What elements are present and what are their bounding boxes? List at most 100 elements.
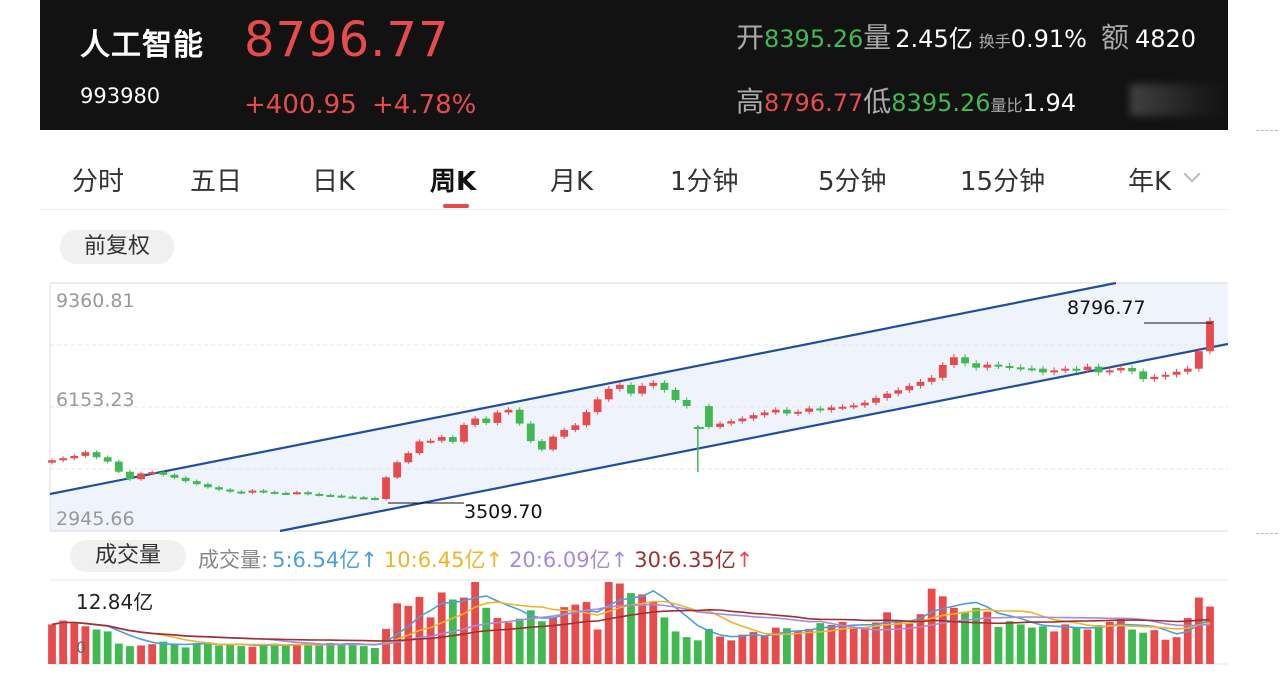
candle — [682, 400, 691, 407]
volume-bar — [59, 620, 68, 664]
min-price-annotation: 3509.70 — [464, 501, 543, 523]
volume-bar — [1072, 627, 1081, 664]
volume-bar — [348, 642, 357, 664]
candle — [315, 493, 324, 496]
volume-bar — [571, 604, 580, 664]
volume-bar — [627, 593, 635, 664]
volume-bar — [70, 622, 79, 664]
candle — [615, 384, 624, 389]
tab-five-day[interactable]: 五日 — [190, 167, 243, 197]
candle — [849, 405, 858, 408]
y-axis-label-max: 9360.81 — [56, 290, 135, 312]
candle — [1161, 374, 1170, 377]
tab-monthly-k[interactable]: 月K — [550, 167, 594, 197]
candle — [805, 408, 814, 412]
volume-ma10: 10:6.45亿 — [383, 548, 486, 572]
candle — [705, 406, 713, 427]
candle — [48, 460, 56, 463]
volume-bar — [170, 643, 179, 664]
volume-bar — [782, 628, 791, 664]
candle — [905, 385, 914, 391]
candle — [482, 418, 491, 423]
volume-bar — [816, 623, 825, 664]
candle — [627, 384, 635, 394]
candle — [1139, 371, 1148, 380]
volume-bar — [215, 645, 223, 664]
side-divider — [1256, 130, 1278, 131]
candle — [1005, 366, 1014, 369]
candle — [114, 461, 123, 472]
tab-1min[interactable]: 1分钟 — [670, 167, 739, 197]
volume-bar — [827, 625, 836, 664]
low-value: 8395.26 — [891, 89, 991, 117]
adjust-button[interactable]: 前复权 — [60, 230, 174, 264]
candle — [504, 409, 513, 413]
channel-lower-line — [279, 342, 1228, 533]
volume-bar — [382, 628, 390, 664]
tab-yearly-k[interactable]: 年K — [1128, 167, 1172, 197]
arrow-up-icon: ↑ — [610, 548, 629, 572]
tab-15min[interactable]: 15分钟 — [960, 167, 1046, 197]
open-label: 开 — [736, 21, 765, 54]
period-tabs: 分时 五日 日K 周K 月K 1分钟 5分钟 15分钟 年K — [40, 143, 1228, 210]
volume-bar — [950, 607, 958, 664]
price-change: +400.95 — [244, 90, 357, 120]
volume-indicator-button[interactable]: 成交量 — [70, 540, 186, 572]
candle — [638, 385, 647, 394]
candle — [1027, 368, 1036, 371]
volume-bar — [114, 643, 123, 664]
volume-bar — [1172, 637, 1181, 664]
candle — [916, 381, 925, 386]
arrow-up-icon: ↑ — [735, 548, 754, 572]
volume-bar — [860, 626, 869, 664]
candle — [860, 402, 869, 406]
volume-bar — [482, 607, 491, 664]
volume-bar — [660, 617, 669, 664]
tab-intraday[interactable]: 分时 — [72, 167, 125, 197]
candle — [927, 377, 936, 382]
volume-label: 量 — [863, 21, 892, 54]
volume-bar — [103, 631, 112, 664]
candle — [994, 364, 1003, 367]
volume-bar — [1050, 631, 1059, 664]
volume-bar — [293, 644, 301, 664]
arrow-up-icon: ↑ — [485, 548, 504, 572]
candle — [248, 490, 257, 493]
candle — [103, 457, 112, 462]
candle — [738, 418, 747, 422]
stock-code: 993980 — [80, 84, 161, 108]
candle — [59, 458, 68, 461]
amount-value: 4820 — [1135, 25, 1197, 53]
candle — [1117, 368, 1125, 371]
volume-max-label: 12.84亿 — [76, 590, 154, 614]
high-label: 高 — [736, 85, 765, 118]
volume-bar — [226, 644, 235, 664]
tab-5min[interactable]: 5分钟 — [818, 167, 887, 197]
candle — [1061, 368, 1070, 371]
vol-ratio-value: 1.94 — [1022, 89, 1076, 117]
volume-bar — [716, 636, 724, 664]
volume-bar — [1183, 618, 1192, 664]
candle — [181, 477, 190, 482]
candle — [81, 452, 90, 456]
low-label: 低 — [863, 85, 892, 118]
candle — [716, 423, 724, 427]
side-divider — [1256, 533, 1278, 534]
tab-daily-k[interactable]: 日K — [312, 167, 356, 197]
volume-bar — [337, 644, 346, 664]
arrow-up-icon: ↑ — [360, 548, 378, 572]
candle — [281, 492, 290, 495]
volume-bar — [671, 631, 680, 664]
candle — [170, 474, 179, 478]
channel-upper-line — [49, 281, 1117, 496]
tab-weekly-k[interactable]: 周K — [430, 167, 477, 197]
candle — [148, 472, 157, 475]
y-axis-label-mid: 6153.23 — [56, 389, 135, 411]
candle — [549, 436, 557, 450]
volume-bar — [526, 610, 535, 664]
candle — [437, 437, 446, 441]
stat-row-bottom: 高8796.77低8395.26量比1.94 — [736, 80, 1076, 120]
volume-bar — [270, 643, 279, 664]
volume-bar — [159, 641, 168, 664]
volume-bar — [972, 607, 981, 664]
